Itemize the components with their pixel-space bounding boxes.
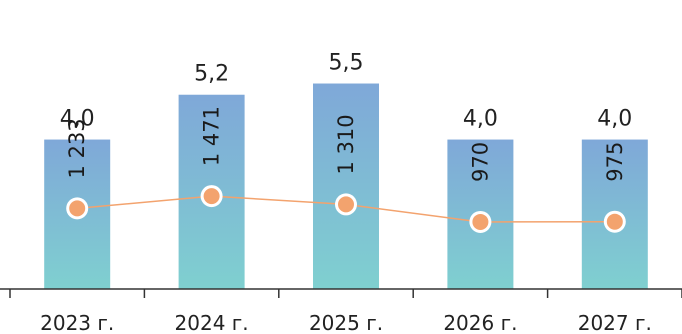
x-tick-label: 2024 г. [175, 311, 249, 334]
bar-value-label: 4,0 [463, 107, 498, 132]
bar-value-label: 5,5 [329, 51, 364, 76]
bar-value-label: 5,2 [194, 62, 229, 87]
bar-value-label: 4,0 [597, 107, 632, 132]
x-tick-label: 2027 г. [578, 311, 652, 334]
x-tick-label: 2026 г. [443, 311, 517, 334]
labels-layer: 4,05,2 5,54,0 4,01 233 1 471 1 310 970 975 [60, 51, 633, 182]
line-value-label: 970 [468, 142, 492, 182]
bar-value-label: 4,0 [60, 107, 95, 132]
line-value-label: 975 [603, 142, 627, 182]
x-tick-label: 2025 г. [309, 311, 383, 334]
line-value-label: 1 233 [65, 118, 89, 178]
line-marker [606, 213, 623, 230]
line-layer [66, 185, 626, 233]
x-axis: 2023 г. 2024 г. 2025 г. 2026 г. 2027 г. [0, 288, 682, 334]
line-value-label: 1 310 [334, 114, 358, 174]
line-marker [338, 196, 354, 213]
line-marker [203, 188, 220, 205]
line-marker [472, 213, 489, 230]
x-tick-label: 2023 г. [40, 311, 114, 334]
bar-3 [313, 83, 379, 290]
line-value-label: 1 471 [200, 106, 224, 166]
line-marker [69, 200, 86, 217]
